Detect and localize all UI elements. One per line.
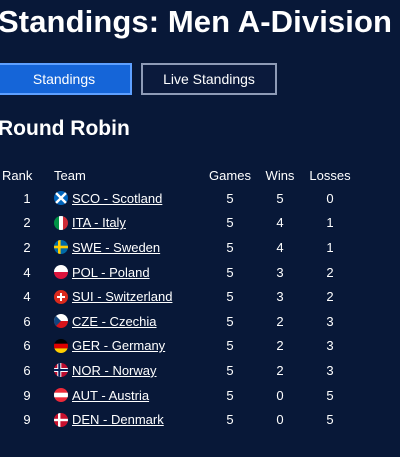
rank-cell: 2 [23,239,31,255]
wins-cell: 4 [276,239,284,255]
team-link[interactable]: ITA - Italy [72,215,126,231]
table-row: 1 SCO - Scotland 5 5 0 [0,186,356,211]
table-row: 6 GER - Germany 5 2 3 [0,334,356,359]
team-cell: SWE - Sweden [54,235,204,260]
team-cell: GER - Germany [54,334,204,359]
team-link[interactable]: AUT - Austria [72,387,150,403]
team-link[interactable]: SCO - Scotland [72,190,163,206]
section-title: Round Robin [0,117,130,140]
wins-cell: 0 [276,387,284,403]
team-cell: DEN - Denmark [54,407,204,432]
table-row: 9 DEN - Denmark 5 0 5 [0,407,356,432]
team-link[interactable]: SUI - Switzerland [72,289,173,305]
wins-cell: 5 [276,190,284,206]
losses-cell: 3 [326,362,334,378]
team-link[interactable]: POL - Poland [72,264,150,280]
table-row: 4 POL - Poland 5 3 2 [0,260,356,285]
games-cell: 5 [226,289,234,305]
games-cell: 5 [226,313,234,329]
table-header-row: Rank Team Games Wins Losses [0,164,356,186]
page-title: Standings: Men A-Division [0,4,393,39]
games-cell: 5 [226,239,234,255]
losses-cell: 2 [326,264,334,280]
tab-standings[interactable]: Standings [0,63,132,95]
wins-cell: 0 [276,412,284,428]
rank-cell: 9 [23,387,31,403]
losses-cell: 3 [326,313,334,329]
wins-cell: 2 [276,313,284,329]
rank-cell: 9 [23,412,31,428]
team-cell: ITA - Italy [54,211,204,236]
denmark-flag-icon [54,412,68,427]
losses-cell: 5 [326,412,334,428]
team-link[interactable]: NOR - Norway [72,362,157,378]
standings-body: 1 SCO - Scotland 5 5 0 2 ITA - Italy 5 4 1 2 SWE - … [0,186,356,432]
team-cell: POL - Poland [54,260,204,285]
wins-cell: 2 [276,362,284,378]
losses-cell: 1 [326,215,334,231]
czechia-flag-icon [54,314,68,329]
rank-cell: 2 [23,215,31,231]
rank-cell: 4 [23,264,31,280]
losses-cell: 0 [326,190,334,206]
games-cell: 5 [226,362,234,378]
team-cell: SUI - Switzerland [54,284,204,309]
rank-cell: 6 [23,313,31,329]
losses-cell: 3 [326,338,334,354]
wins-cell: 4 [276,215,284,231]
games-cell: 5 [226,338,234,354]
austria-flag-icon [54,388,68,403]
team-link[interactable]: GER - Germany [72,338,166,354]
header-wins: Wins [265,167,295,183]
games-cell: 5 [226,387,234,403]
table-row: 9 AUT - Austria 5 0 5 [0,383,356,408]
team-link[interactable]: DEN - Denmark [72,412,164,428]
team-cell: AUT - Austria [54,383,204,408]
games-cell: 5 [226,215,234,231]
switzerland-flag-icon [54,289,68,304]
tab-live-standings[interactable]: Live Standings [141,63,277,95]
standings-table: Rank Team Games Wins Losses 1 SCO - Scotl… [0,164,356,432]
team-cell: NOR - Norway [54,358,204,383]
wins-cell: 3 [276,264,284,280]
table-row: 6 NOR - Norway 5 2 3 [0,358,356,383]
italy-flag-icon [54,215,68,230]
games-cell: 5 [226,190,234,206]
germany-flag-icon [54,338,68,353]
games-cell: 5 [226,412,234,428]
table-row: 4 SUI - Switzerland 5 3 2 [0,284,356,309]
header-games: Games [209,167,251,183]
wins-cell: 3 [276,289,284,305]
team-cell: SCO - Scotland [54,186,204,211]
standings-tabs: Standings Live Standings [0,63,277,95]
table-row: 2 ITA - Italy 5 4 1 [0,211,356,236]
header-team: Team [54,167,86,183]
table-row: 6 CZE - Czechia 5 2 3 [0,309,356,334]
losses-cell: 5 [326,387,334,403]
losses-cell: 2 [326,289,334,305]
team-cell: CZE - Czechia [54,309,204,334]
norway-flag-icon [54,363,68,378]
sweden-flag-icon [54,240,68,255]
wins-cell: 2 [276,338,284,354]
header-losses: Losses [309,167,351,183]
games-cell: 5 [226,264,234,280]
team-link[interactable]: CZE - Czechia [72,313,157,329]
rank-cell: 4 [23,289,31,305]
rank-cell: 6 [23,338,31,354]
rank-cell: 1 [23,190,31,206]
poland-flag-icon [54,265,68,280]
rank-cell: 6 [23,362,31,378]
team-link[interactable]: SWE - Sweden [72,239,161,255]
header-rank: Rank [2,167,33,183]
losses-cell: 1 [326,239,334,255]
table-row: 2 SWE - Sweden 5 4 1 [0,235,356,260]
scotland-flag-icon [54,191,68,206]
